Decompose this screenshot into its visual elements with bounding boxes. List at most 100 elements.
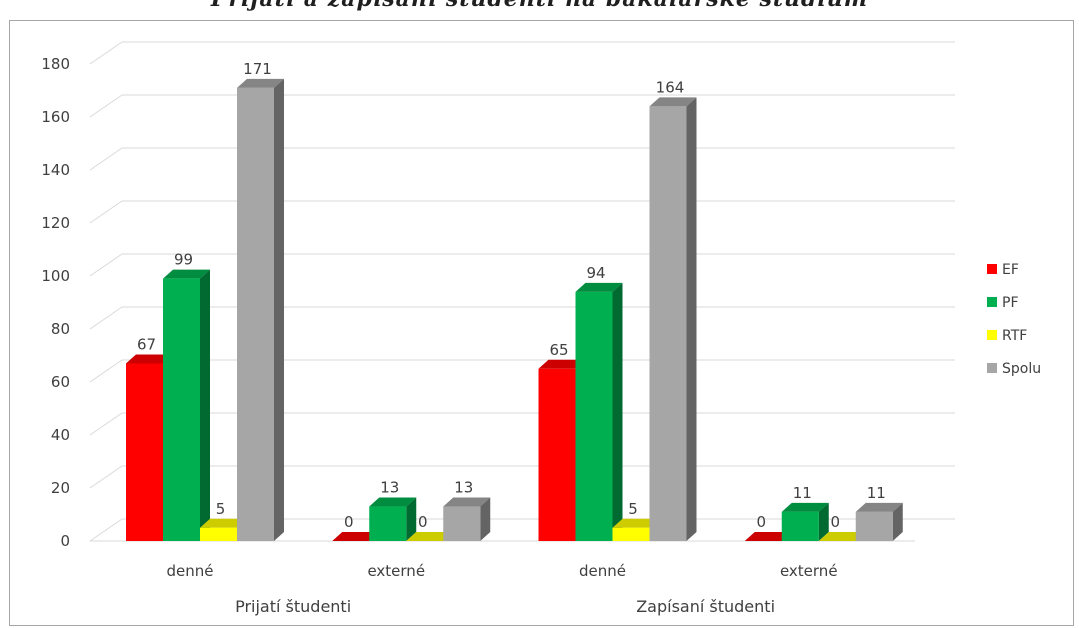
bar-top (612, 518, 660, 528)
data-label: 0 (756, 513, 766, 531)
gridline-slant (89, 412, 123, 436)
legend: EF PF RTF Spolu (987, 262, 1041, 377)
bar-spolu (649, 97, 697, 542)
data-label: 11 (867, 484, 886, 502)
bar-ef (744, 532, 792, 541)
bar-side (480, 497, 491, 541)
x-axis-categories: denné externé denné externé Prijatí študenti… (167, 562, 838, 616)
bar-side (274, 78, 284, 541)
x-category-label: externé (367, 562, 425, 580)
bar-front (443, 506, 481, 541)
data-label: 0 (344, 513, 354, 531)
gridline-slant (89, 465, 123, 489)
y-tick-label: 20 (51, 479, 70, 497)
bar-top (406, 532, 454, 541)
bar-front (649, 106, 687, 542)
legend-swatch (987, 297, 997, 307)
bar-pf (575, 282, 623, 541)
bar-side (406, 497, 417, 541)
bar-front (200, 527, 237, 541)
bar-pf (781, 502, 829, 541)
data-label: 99 (174, 251, 193, 269)
gridline-slant (89, 200, 123, 224)
bar-top (332, 532, 380, 541)
bar-top (369, 497, 417, 507)
bar-top (443, 497, 491, 507)
bar-spolu (443, 497, 491, 541)
bar-top (200, 518, 247, 528)
x-group-label: Zapísaní študenti (636, 597, 775, 616)
bar-front (237, 87, 274, 541)
legend-label: Spolu (1002, 361, 1041, 377)
y-tick-label: 80 (51, 320, 70, 338)
legend-swatch (987, 363, 997, 373)
gridline-slant (89, 306, 123, 330)
bar-front (538, 368, 576, 541)
bars (126, 78, 903, 542)
data-label: 13 (454, 479, 473, 497)
legend-swatch (987, 264, 997, 274)
gridline-slant (89, 147, 123, 171)
title-strip: Prijatí a zapísaní študenti na bakalársk… (0, 0, 1079, 18)
legend-label: RTF (1002, 328, 1027, 344)
legend-label: EF (1002, 262, 1019, 278)
bar-side (200, 269, 210, 541)
bar-top (126, 354, 173, 364)
bar-top (163, 269, 210, 279)
data-labels: 67 99 5 171 0 13 0 13 65 94 5 164 0 11 0 11 (137, 60, 886, 531)
gridline-slant (89, 253, 123, 277)
bar-front (781, 511, 819, 541)
y-tick-label: 0 (60, 532, 70, 550)
bar-top (538, 359, 586, 369)
bar-side (612, 282, 623, 541)
y-tick-label: 140 (41, 161, 70, 179)
bar-pf (369, 497, 417, 541)
y-tick-label: 40 (51, 426, 70, 444)
y-tick-label: 60 (51, 373, 70, 391)
y-tick-label: 160 (41, 108, 70, 126)
bar-top (575, 282, 623, 292)
bar-rtf (406, 532, 454, 541)
bar-front (575, 291, 613, 541)
y-tick-label: 100 (41, 267, 70, 285)
data-label: 0 (830, 513, 840, 531)
bar-rtf (818, 532, 866, 541)
data-label: 67 (137, 335, 156, 353)
bar-front (126, 363, 163, 541)
x-category-label: denné (579, 562, 626, 580)
bar-spolu (855, 502, 903, 541)
bar-front (163, 278, 200, 541)
gridline-slant (89, 94, 123, 118)
y-axis-ticks: 0 20 40 60 80 100 120 140 160 180 (41, 55, 70, 550)
gridline-slant (89, 518, 123, 542)
data-label: 13 (380, 479, 399, 497)
bar-side (892, 502, 903, 541)
bar-top (237, 78, 284, 88)
y-tick-label: 120 (41, 214, 70, 232)
x-category-label: externé (780, 562, 838, 580)
bar-pf (163, 269, 210, 541)
bar-top (855, 502, 903, 512)
x-group-label: Prijatí študenti (235, 597, 351, 616)
data-label: 164 (656, 78, 685, 96)
bar-front (855, 511, 893, 541)
bar-top (818, 532, 866, 541)
bar-front (369, 506, 407, 541)
bar-ef (332, 532, 380, 541)
data-label: 94 (586, 264, 605, 282)
bar-top (744, 532, 792, 541)
data-label: 171 (243, 60, 272, 78)
bar-top (649, 97, 697, 107)
gridline-slant (89, 41, 123, 65)
bar-top (781, 502, 829, 512)
bar-side (818, 502, 829, 541)
y-tick-label: 180 (41, 55, 70, 73)
gridline-slant (89, 359, 123, 383)
data-label: 11 (793, 484, 812, 502)
bar-front (612, 527, 650, 541)
gridlines (89, 41, 955, 542)
bar-spolu (237, 78, 284, 541)
data-label: 5 (216, 500, 226, 518)
legend-swatch (987, 330, 997, 340)
